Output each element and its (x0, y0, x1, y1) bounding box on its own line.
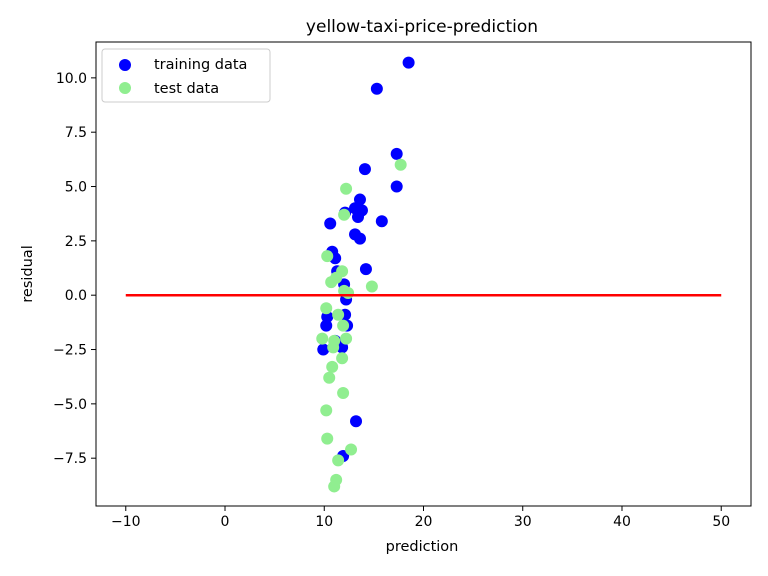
legend-marker-test (119, 82, 131, 94)
x-axis-label: prediction (386, 539, 459, 555)
training-point-22 (320, 319, 333, 332)
y-tick-label: 0.0 (65, 288, 87, 304)
y-tick-label: −5.0 (53, 397, 87, 413)
plot-area (125, 56, 722, 493)
training-point-0 (402, 56, 415, 69)
training-point-5 (353, 193, 366, 206)
training-point-20 (321, 310, 334, 323)
training-point-2 (390, 147, 403, 160)
test-point-0 (394, 158, 407, 171)
test-point-11 (332, 308, 345, 321)
x-tick-label: 50 (712, 514, 730, 530)
test-point-9 (365, 280, 378, 293)
training-point-16 (359, 263, 372, 276)
y-tick-label: 2.5 (65, 234, 87, 250)
training-point-27 (350, 415, 363, 428)
test-point-17 (336, 352, 349, 365)
test-point-15 (340, 332, 353, 345)
training-point-13 (353, 232, 366, 245)
test-point-24 (332, 454, 345, 467)
test-point-21 (320, 404, 333, 417)
y-tick-label: 5.0 (65, 180, 87, 196)
y-tick-label: −2.5 (53, 343, 87, 359)
training-point-9 (352, 210, 364, 223)
test-point-19 (323, 371, 336, 384)
training-point-10 (375, 215, 388, 228)
test-point-3 (321, 250, 334, 263)
training-point-26 (317, 343, 330, 356)
legend-box (101, 48, 271, 103)
y-tick-label: 7.5 (65, 125, 87, 141)
x-tick-label: 30 (514, 514, 532, 530)
training-point-1 (370, 82, 383, 95)
y-tick-label: 10.0 (56, 71, 87, 87)
x-axis: −10 0 10 20 30 40 50 (111, 506, 730, 530)
x-tick-label: 40 (613, 514, 631, 530)
training-point-11 (324, 217, 337, 230)
x-tick-label: −10 (111, 514, 141, 530)
test-point-18 (326, 360, 339, 373)
test-point-16 (327, 341, 340, 354)
test-point-22 (321, 432, 334, 445)
test-point-13 (316, 332, 329, 345)
x-tick-label: 0 (221, 514, 230, 530)
x-tick-label: 20 (415, 514, 433, 530)
training-point-4 (390, 180, 403, 193)
test-point-2 (338, 208, 351, 221)
test-point-1 (340, 182, 353, 195)
chart-title: yellow-taxi-price-prediction (306, 17, 538, 37)
y-tick-label: −7.5 (53, 451, 87, 467)
legend-label-training: training data (154, 57, 247, 73)
test-point-23 (345, 443, 358, 456)
test-point-10 (320, 302, 333, 315)
legend-marker-training (119, 59, 131, 71)
test-point-6 (325, 276, 338, 289)
y-axis-label: residual (20, 245, 36, 302)
test-point-26 (328, 480, 341, 493)
y-axis: −7.5 −5.0 −2.5 0.0 2.5 5.0 7.5 10.0 (53, 71, 96, 467)
training-point-3 (358, 163, 371, 176)
legend: training data test data (101, 48, 271, 103)
test-point-12 (337, 319, 350, 332)
test-point-8 (342, 287, 355, 300)
legend-label-test: test data (154, 81, 219, 97)
x-tick-label: 10 (315, 514, 333, 530)
test-point-20 (337, 386, 350, 399)
